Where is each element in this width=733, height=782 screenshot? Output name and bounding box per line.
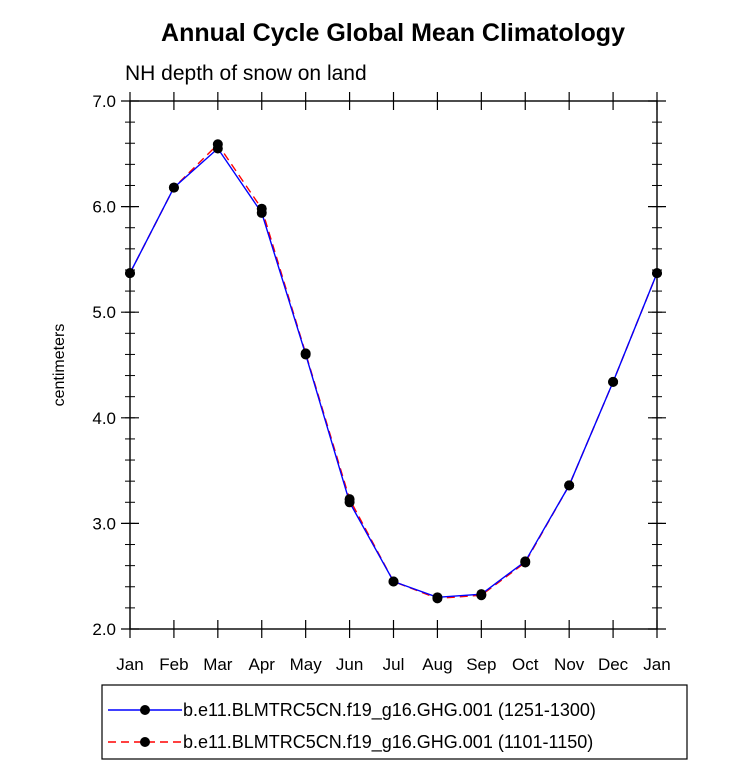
x-tick-label: Nov (554, 655, 585, 674)
legend-entry-2: b.e11.BLMTRC5CN.f19_g16.GHG.001 (1101-11… (183, 732, 593, 753)
series-1-point (344, 497, 355, 508)
x-tick-label: Jul (383, 655, 405, 674)
series-1-point (608, 376, 619, 387)
x-tick-label: Dec (598, 655, 629, 674)
series-1-point (476, 589, 487, 600)
x-tick-label: May (290, 655, 323, 674)
y-tick-labels: 2.0 3.0 4.0 5.0 6.0 7.0 (92, 92, 116, 639)
x-tick-label: Mar (203, 655, 233, 674)
y-tick-label: 4.0 (92, 409, 116, 428)
y-tick-label: 5.0 (92, 303, 116, 322)
series-1-point (564, 480, 575, 491)
chart-subtitle: NH depth of snow on land (125, 62, 367, 85)
x-tick-label: Aug (422, 655, 452, 674)
series-layer (125, 139, 662, 604)
x-tick-label: Jan (116, 655, 143, 674)
series-1-point (388, 576, 399, 587)
series-line-1 (129, 147, 658, 599)
legend-entry-1: b.e11.BLMTRC5CN.f19_g16.GHG.001 (1251-13… (183, 700, 596, 721)
legend: b.e11.BLMTRC5CN.f19_g16.GHG.001 (1251-13… (101, 684, 688, 760)
plot-frame (129, 100, 658, 630)
major-ticks (121, 92, 666, 638)
series-1-point (652, 268, 662, 279)
series-1-point (432, 592, 443, 603)
chart-title: Annual Cycle Global Mean Climatology (161, 19, 625, 47)
legend-swatch-marker-1 (140, 705, 150, 715)
series-1-point (256, 207, 267, 218)
y-tick-label: 6.0 (92, 198, 116, 217)
series-1-point (212, 143, 223, 154)
series-line-2 (129, 143, 658, 600)
legend-box (101, 684, 688, 760)
x-tick-label: Sep (466, 655, 496, 674)
minor-ticks (125, 100, 662, 630)
series-1-point (300, 349, 311, 360)
y-tick-label: 3.0 (92, 514, 116, 533)
x-tick-label: Jun (336, 655, 363, 674)
legend-swatch-marker-2 (140, 737, 150, 747)
series-1-point (125, 268, 135, 279)
y-tick-label: 7.0 (92, 92, 116, 111)
x-tick-label: Oct (512, 655, 539, 674)
series-1-point (168, 182, 179, 193)
y-axis-label: centimeters (51, 324, 68, 407)
x-tick-labels: Jan Feb Mar Apr May Jun Jul Aug Sep Oct Nov Dec Jan (116, 655, 670, 674)
y-tick-label: 2.0 (92, 620, 116, 639)
x-tick-label: Feb (159, 655, 188, 674)
x-tick-label: Jan (643, 655, 670, 674)
series-1-point (520, 556, 531, 567)
x-tick-label: Apr (249, 655, 276, 674)
